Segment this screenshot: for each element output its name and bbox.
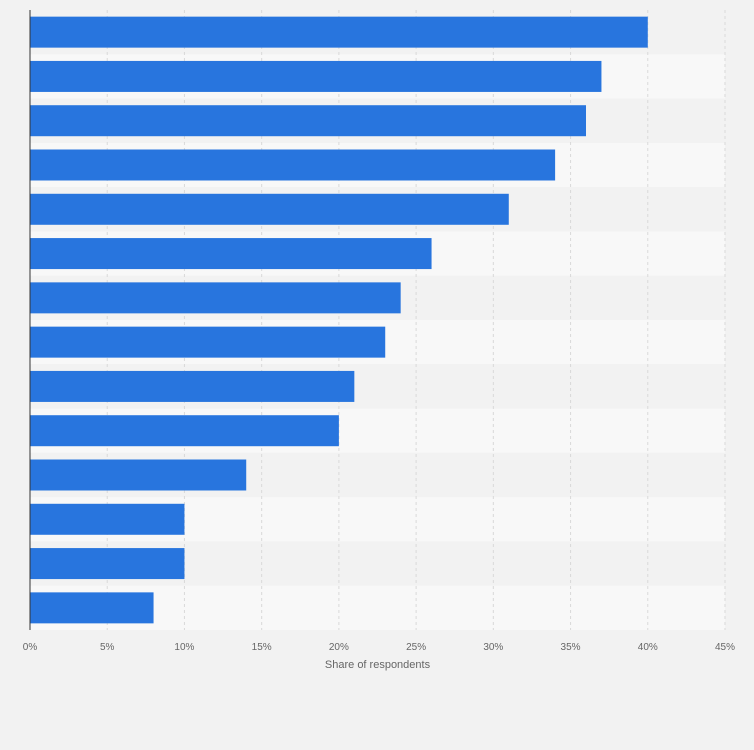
bar[interactable]	[30, 370, 355, 402]
bar[interactable]	[30, 105, 586, 137]
bar[interactable]	[30, 60, 602, 92]
x-tick-label: 40%	[638, 642, 658, 653]
x-tick-label: 35%	[561, 642, 581, 653]
bar[interactable]	[30, 282, 401, 314]
bar[interactable]	[30, 503, 185, 535]
x-axis-title: Share of respondents	[325, 659, 431, 671]
x-axis-tick-labels: 0% 5% 10% 15% 20% 25% 30% 35% 40% 45%	[23, 642, 735, 653]
x-tick-label: 20%	[329, 642, 349, 653]
bar[interactable]	[30, 592, 154, 624]
bar[interactable]	[30, 193, 509, 225]
x-tick-label: 0%	[23, 642, 38, 653]
bar[interactable]	[30, 459, 247, 491]
bar[interactable]	[30, 548, 185, 580]
x-tick-label: 10%	[174, 642, 194, 653]
x-tick-label: 30%	[483, 642, 503, 653]
x-tick-label: 45%	[715, 642, 735, 653]
bar[interactable]	[30, 16, 648, 48]
bar[interactable]	[30, 238, 432, 270]
bar[interactable]	[30, 149, 556, 181]
row-bands	[30, 10, 725, 630]
bar[interactable]	[30, 415, 339, 447]
bars	[30, 16, 648, 624]
x-tick-label: 25%	[406, 642, 426, 653]
x-tick-label: 5%	[100, 642, 115, 653]
bar[interactable]	[30, 326, 386, 358]
x-tick-label: 15%	[252, 642, 272, 653]
